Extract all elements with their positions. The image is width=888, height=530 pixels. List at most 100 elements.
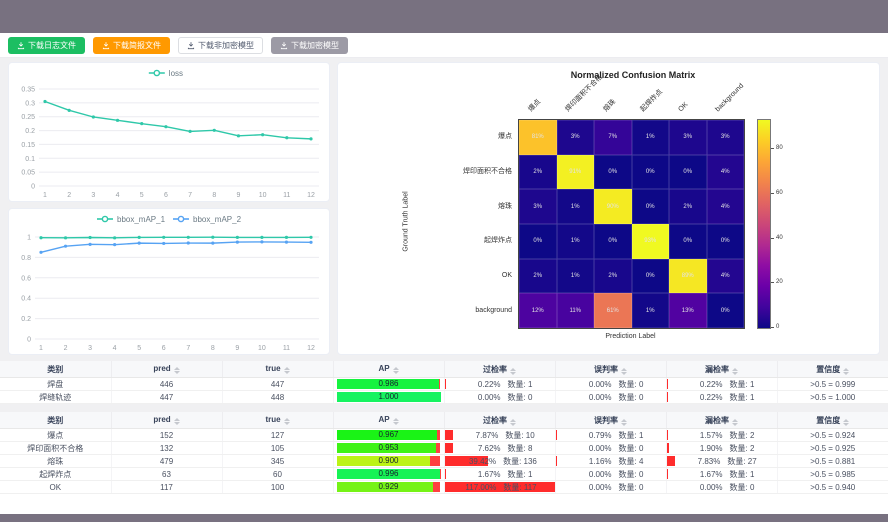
cell-missed-rate: 7.83%数量: 27	[666, 455, 777, 468]
confusion-matrix-card: Normalized Confusion Matrix 81%3%7%1%3%3…	[337, 62, 880, 355]
ap-value: 0.929	[337, 482, 441, 492]
sort-caret-icon[interactable]	[621, 368, 627, 375]
legend-label: bbox_mAP_2	[193, 215, 242, 224]
column-header-过检率[interactable]: 过检率	[444, 412, 555, 429]
sort-caret-icon[interactable]	[284, 418, 290, 425]
rate-count: 数量: 0	[619, 379, 644, 390]
download-unencrypted-model-button[interactable]: 下载非加密模型	[178, 37, 263, 54]
rate-count: 数量: 2	[730, 443, 755, 454]
column-header-漏检率[interactable]: 漏检率	[666, 361, 777, 378]
x-axis-tick-label: 11	[283, 192, 290, 199]
column-header-置信度[interactable]: 置信度	[777, 361, 888, 378]
confusion-matrix-cell: 91%	[557, 155, 595, 190]
data-point	[236, 241, 239, 244]
cm-row-label: 焊印面积不合格	[382, 167, 512, 176]
legend-item-loss[interactable]: loss	[149, 69, 183, 78]
column-header-label: 过检率	[483, 416, 507, 425]
column-header-true[interactable]: true	[222, 412, 333, 429]
confusion-matrix-cell: 0%	[632, 155, 670, 190]
confusion-matrix-cell: 4%	[707, 155, 745, 190]
data-point	[285, 236, 288, 239]
button-label: 下载加密模型	[291, 37, 339, 54]
sort-caret-icon[interactable]	[510, 419, 516, 426]
series-line-loss	[45, 101, 311, 138]
sort-caret-icon[interactable]	[510, 368, 516, 375]
legend-label: bbox_mAP_1	[117, 215, 166, 224]
rate-value: 1.16%	[578, 457, 612, 466]
column-header-过检率[interactable]: 过检率	[444, 361, 555, 378]
sort-caret-icon[interactable]	[843, 368, 849, 375]
data-point	[211, 242, 214, 245]
rate-value: 7.83%	[686, 457, 720, 466]
confusion-matrix-cell: 0%	[594, 155, 632, 190]
column-header-AP[interactable]: AP	[333, 412, 444, 429]
column-header-pred[interactable]: pred	[111, 412, 222, 429]
rate-value: 0.00%	[578, 444, 612, 453]
sort-caret-icon[interactable]	[732, 419, 738, 426]
data-point	[162, 236, 165, 239]
colorbar-tick-mark	[771, 282, 774, 283]
bottom-frame-bar	[0, 514, 888, 522]
legend-marker	[102, 216, 107, 221]
column-header-true[interactable]: true	[222, 361, 333, 378]
column-header-置信度[interactable]: 置信度	[777, 412, 888, 429]
download-report-button[interactable]: 下载简报文件	[93, 37, 170, 54]
sort-caret-icon[interactable]	[174, 418, 180, 425]
x-axis-tick-label: 9	[237, 192, 241, 199]
legend-item-bbox_mAP_1[interactable]: bbox_mAP_1	[97, 215, 166, 224]
column-header-误判率[interactable]: 误判率	[555, 412, 666, 429]
sort-caret-icon[interactable]	[732, 368, 738, 375]
cell-overdetect-rate-text: 0.00%数量: 0	[445, 391, 555, 403]
x-axis-tick-label: 7	[188, 192, 192, 199]
data-point	[285, 241, 288, 244]
confusion-matrix-cell: 3%	[519, 189, 557, 224]
legend-item-bbox_mAP_2[interactable]: bbox_mAP_2	[173, 215, 242, 224]
download-log-button[interactable]: 下载日志文件	[8, 37, 85, 54]
sort-caret-icon[interactable]	[393, 367, 399, 374]
legend-label: loss	[169, 69, 183, 78]
sort-caret-icon[interactable]	[393, 418, 399, 425]
cell-ap: 0.953	[333, 442, 444, 455]
column-header-pred[interactable]: pred	[111, 361, 222, 378]
sort-caret-icon[interactable]	[174, 367, 180, 374]
cell-confidence: >0.5 = 0.924	[777, 429, 888, 442]
rate-count: 数量: 1	[619, 430, 644, 441]
x-axis-tick-label: 6	[162, 345, 166, 352]
cell-missed-rate: 0.22%数量: 1	[666, 378, 777, 391]
cell-missed-rate-text: 1.67%数量: 1	[667, 468, 777, 480]
sort-caret-icon[interactable]	[621, 419, 627, 426]
column-header-误判率[interactable]: 误判率	[555, 361, 666, 378]
sort-caret-icon[interactable]	[843, 419, 849, 426]
data-point	[309, 137, 312, 140]
ap-bar: 0.967	[337, 430, 441, 440]
data-point	[39, 236, 42, 239]
download-icon	[102, 41, 110, 50]
cell-overdetect-rate: 1.67%数量: 1	[444, 468, 555, 481]
confusion-matrix-cell: 0%	[707, 293, 745, 328]
column-header-AP[interactable]: AP	[333, 361, 444, 378]
data-point	[260, 240, 263, 243]
confusion-matrix-grid: 81%3%7%1%3%3%2%91%0%0%0%4%3%1%90%0%2%4%0…	[518, 119, 745, 329]
x-axis-tick-label: 10	[259, 192, 267, 199]
button-label: 下载非加密模型	[198, 37, 254, 54]
cell-true: 100	[222, 481, 333, 494]
confusion-matrix-cell: 3%	[669, 120, 707, 155]
cell-pred: 152	[111, 429, 222, 442]
rate-value: 0.00%	[578, 470, 612, 479]
column-header-label: 误判率	[594, 416, 618, 425]
download-encrypted-model-button[interactable]: 下载加密模型	[271, 37, 348, 54]
confusion-matrix-cell: 1%	[632, 120, 670, 155]
data-point	[164, 125, 167, 128]
cell-misjudge-rate-text: 0.00%数量: 0	[556, 391, 666, 403]
sort-caret-icon[interactable]	[284, 367, 290, 374]
data-point	[39, 251, 42, 254]
cell-overdetect-rate-text: 7.87%数量: 10	[445, 429, 555, 441]
rate-count: 数量: 1	[508, 469, 533, 480]
confusion-matrix-cell: 61%	[594, 293, 632, 328]
column-header-漏检率[interactable]: 漏检率	[666, 412, 777, 429]
cell-confidence: >0.5 = 0.999	[777, 378, 888, 391]
